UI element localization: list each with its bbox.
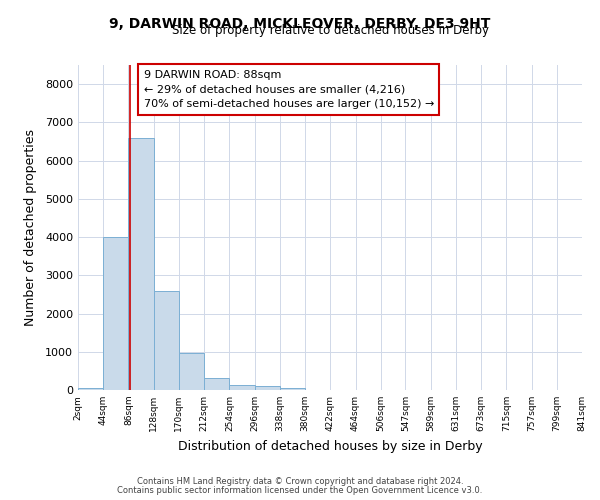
Bar — [229, 385, 254, 390]
Text: 9, DARWIN ROAD, MICKLEOVER, DERBY, DE3 9HT: 9, DARWIN ROAD, MICKLEOVER, DERBY, DE3 9… — [109, 18, 491, 32]
Text: 9 DARWIN ROAD: 88sqm
← 29% of detached houses are smaller (4,216)
70% of semi-de: 9 DARWIN ROAD: 88sqm ← 29% of detached h… — [143, 70, 434, 110]
Text: Contains HM Land Registry data © Crown copyright and database right 2024.: Contains HM Land Registry data © Crown c… — [137, 477, 463, 486]
X-axis label: Distribution of detached houses by size in Derby: Distribution of detached houses by size … — [178, 440, 482, 452]
Bar — [128, 138, 154, 390]
Y-axis label: Number of detached properties: Number of detached properties — [23, 129, 37, 326]
Bar — [154, 290, 179, 390]
Bar — [204, 378, 229, 390]
Bar — [78, 388, 103, 390]
Bar — [280, 388, 305, 390]
Title: Size of property relative to detached houses in Derby: Size of property relative to detached ho… — [172, 24, 488, 38]
Bar — [179, 354, 204, 390]
Bar — [254, 386, 280, 390]
Text: Contains public sector information licensed under the Open Government Licence v3: Contains public sector information licen… — [118, 486, 482, 495]
Bar — [103, 237, 128, 390]
